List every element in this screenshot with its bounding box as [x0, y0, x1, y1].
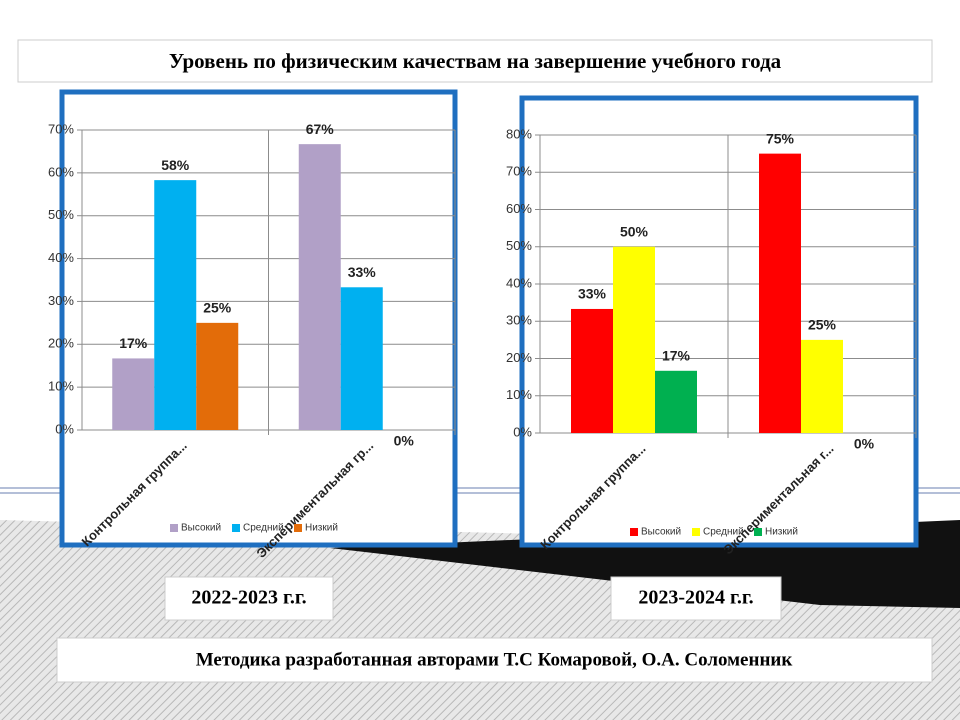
bar: [112, 358, 155, 430]
y-tick-label: 60%: [48, 164, 74, 179]
title-box: [17, 39, 933, 83]
legend-swatch: [170, 524, 178, 532]
y-tick-label: 20%: [48, 336, 74, 351]
data-label: 17%: [662, 347, 691, 363]
legend-swatch: [294, 524, 302, 532]
chart-frame: [59, 89, 458, 548]
bar: [655, 370, 697, 433]
caption-box: [164, 576, 334, 621]
y-tick-label: 20%: [506, 350, 532, 365]
y-tick-label: 0%: [513, 424, 532, 439]
legend-swatch: [232, 524, 240, 532]
data-label: 0%: [854, 436, 875, 452]
y-tick-label: 70%: [506, 164, 532, 179]
y-tick-label: 0%: [55, 421, 74, 436]
bar: [298, 144, 341, 430]
bar: [801, 339, 843, 433]
y-tick-label: 40%: [506, 275, 532, 290]
y-tick-label: 60%: [506, 201, 532, 216]
data-label: 0%: [394, 433, 415, 449]
data-label: 33%: [348, 264, 377, 280]
bar: [613, 246, 655, 433]
data-label: 33%: [578, 286, 607, 302]
legend-swatch: [630, 528, 638, 536]
bar: [759, 153, 801, 433]
title: Уровень по физическим качествам на завер…: [169, 49, 782, 73]
bar: [196, 322, 239, 430]
y-tick-label: 50%: [506, 238, 532, 253]
data-label: 25%: [203, 300, 232, 316]
y-tick-label: 10%: [506, 387, 532, 402]
y-tick-label: 30%: [48, 293, 74, 308]
data-label: 67%: [306, 121, 335, 137]
data-label: 75%: [766, 130, 795, 146]
bar: [154, 180, 197, 430]
legend-swatch: [754, 528, 762, 536]
data-label: 58%: [161, 157, 190, 173]
y-tick-label: 30%: [506, 313, 532, 328]
footer-box: [56, 637, 933, 683]
y-tick-label: 80%: [506, 126, 532, 141]
data-label: 17%: [119, 335, 148, 351]
footer: Методика разработанная авторами Т.С Кома…: [196, 649, 793, 670]
y-tick-label: 70%: [48, 121, 74, 136]
legend-label: Низкий: [765, 527, 798, 538]
caption: 2022-2023 г.г.: [191, 587, 306, 609]
legend-label: Высокий: [641, 527, 681, 538]
caption: 2023-2024 г.г.: [638, 587, 753, 609]
legend-label: Средний: [703, 527, 744, 538]
bar: [340, 287, 383, 430]
y-tick-label: 10%: [48, 379, 74, 394]
data-label: 25%: [808, 317, 837, 333]
caption-box: [610, 576, 782, 621]
y-tick-label: 50%: [48, 207, 74, 222]
y-tick-label: 40%: [48, 250, 74, 265]
legend-swatch: [692, 528, 700, 536]
bar: [571, 308, 613, 433]
data-label: 50%: [620, 223, 649, 239]
legend-label: Средний: [243, 523, 284, 534]
legend-label: Низкий: [305, 523, 338, 534]
legend-label: Высокий: [181, 523, 221, 534]
